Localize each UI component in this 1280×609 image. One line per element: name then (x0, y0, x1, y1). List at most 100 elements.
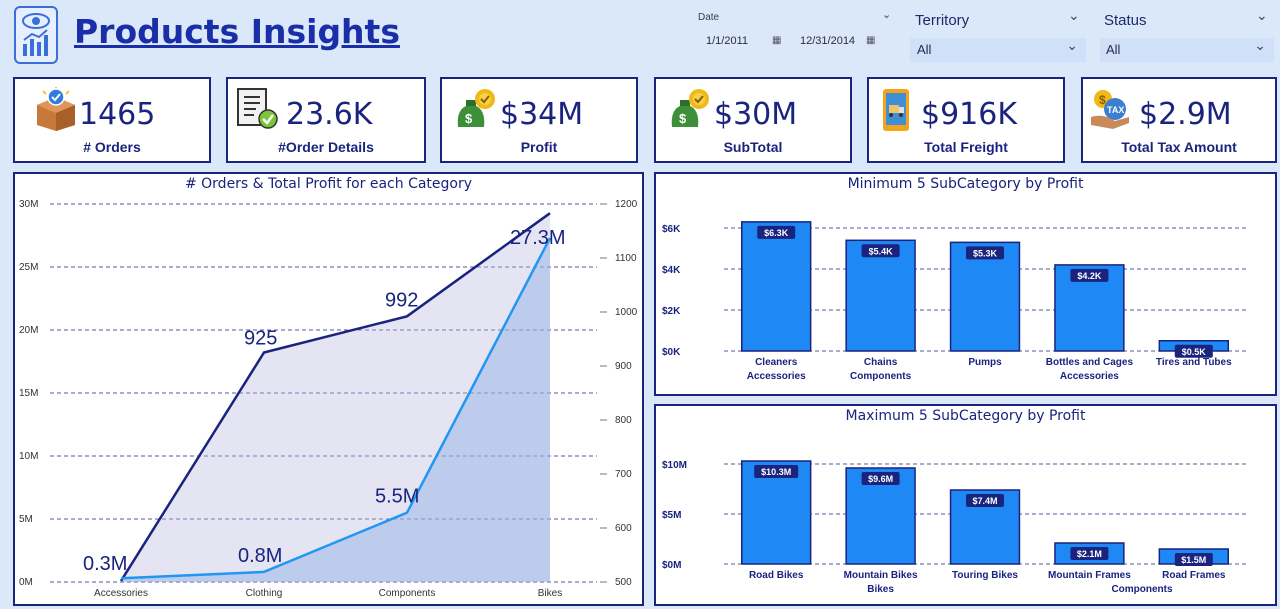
y-tick-label: $10M (662, 460, 687, 471)
y2-tick-label: 500 (615, 577, 632, 588)
chevron-down-icon: ⌄ (1254, 38, 1266, 54)
money-bag-icon: $ (457, 89, 495, 127)
kpi-value: $34M (500, 97, 584, 132)
kpi-label: SubTotal (723, 139, 783, 155)
data-label-bg (861, 244, 900, 258)
x-tick-label: Mountain Bikes (844, 570, 918, 581)
package-icon (37, 87, 75, 131)
data-label-bg (861, 472, 900, 485)
data-label: $1.5M (1181, 555, 1206, 565)
bar (949, 241, 1021, 352)
svg-text:$: $ (679, 111, 687, 126)
kpi-value: $2.9M (1139, 97, 1232, 132)
status-slicer-label: Status (1104, 12, 1147, 29)
data-label: $5.3K (973, 248, 998, 258)
territory-slicer-label: Territory (915, 12, 970, 29)
dashboard-logo-icon (14, 6, 58, 64)
y-tick-label: 5M (19, 514, 33, 525)
kpi-value: 23.6K (286, 97, 373, 132)
kpi-card-freight: $916K Total Freight (867, 77, 1065, 163)
kpi-card-subtotal: $ $30M SubTotal (654, 77, 852, 163)
kpi-label: #Order Details (278, 139, 374, 155)
chevron-down-icon[interactable]: ⌄ (1068, 8, 1080, 24)
bar (845, 239, 916, 352)
kpi-value: $30M (714, 97, 798, 132)
kpi-label: Total Freight (924, 139, 1008, 155)
data-label-bg (754, 465, 799, 478)
max-subcategory-profit-chart[interactable]: Maximum 5 SubCategory by Profit $10M $5M $… (654, 404, 1277, 606)
kpi-card-profit: $ $34M Profit (440, 77, 638, 163)
bar-chart-svg: $6K $4K $2K $0K $6.3K Cleaners Accessories $5.4… (662, 221, 1246, 382)
data-label-bg (1174, 553, 1213, 566)
status-dropdown[interactable]: All ⌄ (1100, 38, 1274, 62)
y-tick-label: 30M (19, 199, 38, 210)
y-tick-label: $5M (662, 510, 681, 521)
data-label-bg (1070, 268, 1109, 282)
svg-text:$: $ (1099, 93, 1106, 107)
area-chart-svg: 30M 25M 20M 15M 10M 5M 0M 1200 1100 1000 900 800 700… (19, 199, 638, 599)
profit-data-label: 0.8M (238, 545, 282, 567)
x-tick-label: Bikes (538, 588, 562, 599)
data-label-bg (757, 225, 796, 239)
x-group-label: Accessories (1060, 371, 1119, 382)
kpi-label: # Orders (83, 139, 141, 155)
bar (740, 460, 812, 565)
x-tick-label: Accessories (94, 588, 148, 599)
x-tick-label: Clothing (246, 588, 283, 599)
territory-dropdown[interactable]: All ⌄ (910, 38, 1086, 62)
date-slicer-label: Date (698, 12, 720, 23)
data-label-bg (966, 246, 1004, 260)
data-label: $4.2K (1077, 271, 1102, 281)
profit-data-label: 0.3M (83, 553, 127, 575)
status-selected-value: All (1106, 42, 1121, 57)
profit-line (120, 237, 552, 580)
orders-area (121, 213, 550, 582)
profit-data-label: 5.5M (375, 486, 419, 508)
phone-truck-icon (883, 89, 909, 131)
chart-title: Maximum 5 SubCategory by Profit (845, 408, 1086, 424)
chart-title: # Orders & Total Profit for each Categor… (184, 176, 473, 192)
kpi-card-orders: 1465 # Orders (13, 77, 211, 163)
date-end-input[interactable]: 12/31/2014 (800, 35, 856, 47)
kpi-value: 1465 (79, 97, 156, 132)
x-tick-label: Pumps (968, 357, 1002, 368)
money-bag-icon: $ (671, 89, 709, 127)
orders-data-label: 992 (385, 289, 418, 311)
data-label: $10.3M (761, 467, 791, 477)
svg-text:$: $ (465, 111, 473, 126)
kpi-card-tax: $ TAX $2.9M Total Tax Amount (1081, 77, 1277, 163)
kpi-label: Profit (520, 139, 558, 155)
x-tick-label: Road Bikes (749, 570, 804, 581)
profit-area (121, 238, 550, 582)
x-tick-label: Chains (864, 357, 898, 368)
x-tick-label: Components (379, 588, 436, 599)
x-tick-label: Bottles and Cages (1046, 357, 1134, 368)
profit-data-label: 27.3M (510, 227, 566, 249)
data-label: $6.3K (764, 228, 789, 238)
calendar-icon[interactable]: ▦ (772, 35, 782, 46)
data-label-bg (966, 494, 1004, 507)
y-tick-label: 25M (19, 262, 38, 273)
x-group-label: Components (850, 371, 912, 382)
x-tick-label: Touring Bikes (952, 570, 1018, 581)
kpi-card-order-details: 23.6K #Order Details (226, 77, 426, 163)
svg-text:TAX: TAX (1107, 105, 1124, 115)
data-label: $5.4K (869, 246, 894, 256)
orders-line (119, 212, 551, 582)
x-tick-label: Mountain Frames (1048, 570, 1131, 581)
y2-tick-label: 1100 (615, 253, 637, 264)
x-tick-label: Tires and Tubes (1156, 357, 1232, 368)
kpi-label: Total Tax Amount (1121, 139, 1237, 155)
min-subcategory-profit-chart[interactable]: Minimum 5 SubCategory by Profit $6K $4K $2… (654, 172, 1277, 396)
kpi-value: $916K (921, 97, 1018, 132)
y-tick-label: 15M (19, 388, 38, 399)
orders-profit-category-chart[interactable]: # Orders & Total Profit for each Categor… (13, 172, 644, 606)
x-group-label: Components (1111, 584, 1173, 595)
chevron-down-icon[interactable]: ⌄ (882, 8, 892, 21)
date-start-input[interactable]: 1/1/2011 (706, 35, 749, 47)
y-tick-label: 0M (19, 577, 33, 588)
calendar-icon[interactable]: ▦ (866, 35, 876, 46)
chevron-down-icon[interactable]: ⌄ (1256, 8, 1268, 24)
orders-data-label: 925 (244, 328, 277, 350)
y2-tick-label: 700 (615, 469, 632, 480)
